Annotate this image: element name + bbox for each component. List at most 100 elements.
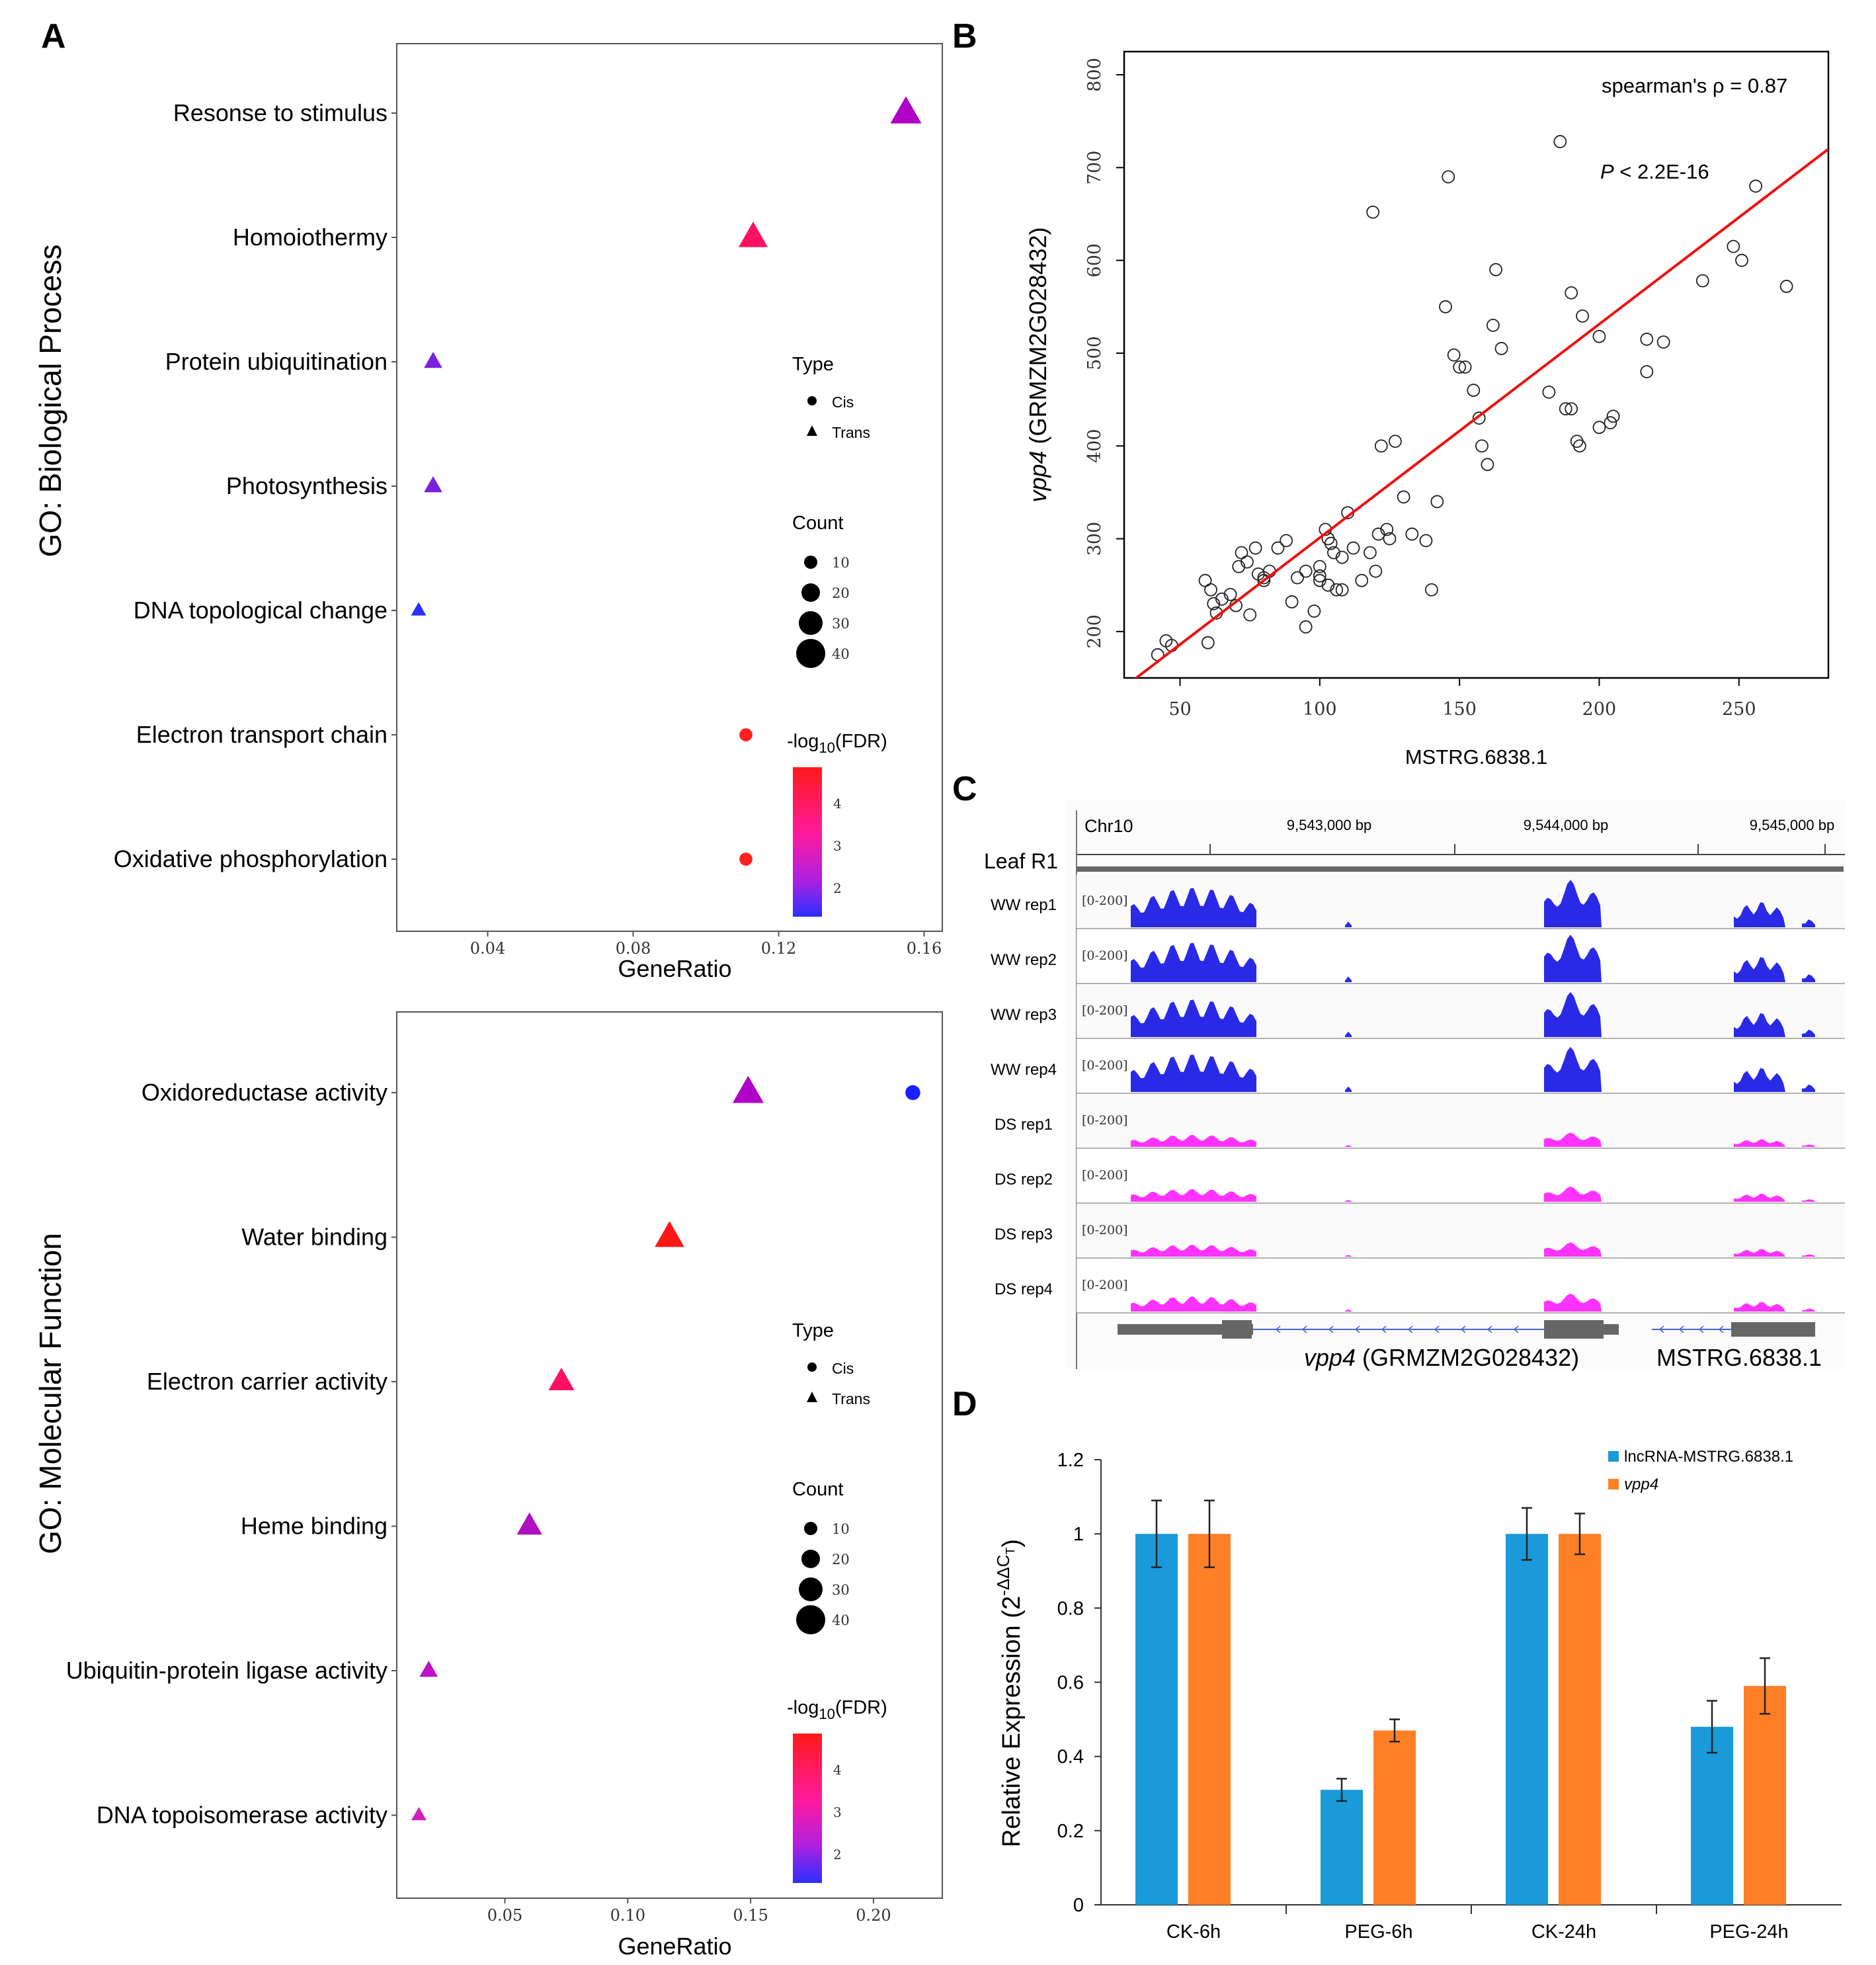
legend-fdr-tick: 4 <box>833 1762 842 1778</box>
strand-arrow <box>1460 1325 1466 1333</box>
track-name: WW rep2 <box>991 951 1057 969</box>
data-point-circle <box>739 728 753 741</box>
legend-count-label: 30 <box>832 1582 850 1598</box>
scatter-point <box>1458 360 1472 374</box>
data-point-circle <box>739 853 753 866</box>
fdr-title-sub: 10 <box>819 1706 835 1722</box>
legend-fdr-tick: 2 <box>833 880 842 896</box>
y-axis-label-close: ) <box>998 1539 1026 1548</box>
legend-fdr-title: -log10(FDR) <box>787 1697 887 1722</box>
x-tick-label: 50 <box>1168 699 1191 720</box>
coverage-signal <box>1127 1242 1815 1257</box>
legend-count-label: 20 <box>832 1552 850 1568</box>
scatter-point <box>1346 541 1360 555</box>
scatter-point <box>1486 318 1500 332</box>
legend-swatch <box>1608 1451 1619 1462</box>
x-tick-label: 0.20 <box>856 1906 891 1925</box>
scatter-point <box>1749 179 1763 193</box>
category-label: CK-6h <box>1166 1921 1221 1943</box>
coordinate-label: 9,543,000 bp <box>1287 817 1371 833</box>
scatter-point <box>1405 527 1419 541</box>
x-tick-label: 250 <box>1722 699 1756 720</box>
y-axis-label-id: (GRMZM2G028432) <box>1024 227 1051 450</box>
x-tick-label: 0.16 <box>907 939 942 958</box>
scatter-point <box>1232 560 1246 573</box>
scatter-point <box>1592 329 1606 343</box>
go-term-label: Heme binding <box>241 1513 387 1540</box>
panel-label-a: A <box>41 17 66 56</box>
data-point-triangle <box>655 1221 684 1247</box>
go-term-label: Homoiothermy <box>233 224 387 251</box>
x-tick-label: 0.10 <box>610 1906 645 1925</box>
scatter-point <box>1576 309 1589 323</box>
scatter-point <box>1640 333 1654 346</box>
scatter-point <box>1364 546 1377 560</box>
gene1-label-id: (GRMZM2G028432) <box>1356 1344 1579 1371</box>
strand-arrow <box>1354 1325 1360 1333</box>
scatter-point <box>1606 409 1620 423</box>
y-tick-label: 400 <box>1084 429 1105 463</box>
go-biological-process-chart: GO: Biological Process Resonse to stimulu… <box>33 43 943 982</box>
p-value-symbol: P <box>1600 160 1614 183</box>
legend-fdr-colorbar <box>793 1734 822 1883</box>
strand-arrow <box>1487 1325 1492 1333</box>
coverage-signal <box>1127 935 1815 982</box>
scatter-point <box>1656 335 1670 349</box>
scatter-point <box>1467 384 1481 397</box>
data-point-triangle <box>516 1512 542 1535</box>
scatter-point <box>1366 205 1380 219</box>
plot-frame <box>396 43 943 932</box>
track-range-label: [0-200] <box>1082 1223 1128 1237</box>
legend-count-marker <box>796 1605 825 1634</box>
strand-arrow <box>1718 1325 1724 1333</box>
scatter-point <box>1472 411 1486 425</box>
p-value-annotation: P < 2.2E-16 <box>1600 160 1709 183</box>
scatter-point <box>1223 587 1237 601</box>
legend-cis-marker <box>807 1362 817 1372</box>
scatter-point <box>1257 573 1271 587</box>
go-term-label: Water binding <box>241 1224 387 1251</box>
gene1-exon <box>1118 1324 1253 1335</box>
strand-arrow <box>1381 1325 1387 1333</box>
gene1-label-name: vpp4 <box>1304 1344 1356 1371</box>
data-point-triangle <box>424 476 442 493</box>
y-tick-label: 500 <box>1084 336 1105 370</box>
bar <box>1135 1534 1178 1905</box>
scatter-point <box>1430 495 1444 509</box>
coverage-signal <box>1127 1293 1815 1312</box>
regression-line <box>1134 147 1828 678</box>
x-tick-label: 0.08 <box>616 939 651 958</box>
chromosome-label: Chr10 <box>1084 816 1133 836</box>
y-tick-label: 1 <box>1073 1524 1084 1545</box>
scatter-point <box>1285 595 1299 608</box>
data-point-circle <box>905 1085 920 1101</box>
legend-count-label: 10 <box>832 1521 850 1537</box>
scatter-point <box>1355 573 1369 587</box>
legend-swatch <box>1608 1479 1619 1489</box>
data-point-triangle <box>419 1660 438 1677</box>
spearman-annotation: spearman's ρ = 0.87 <box>1602 74 1787 97</box>
track-range-label: [0-200] <box>1082 948 1128 963</box>
y-axis-label-exponent: -ΔΔC <box>993 1555 1013 1596</box>
y-tick-label: 800 <box>1084 58 1105 92</box>
category-label: PEG-24h <box>1709 1921 1788 1943</box>
legend-fdr-tick: 2 <box>833 1847 842 1862</box>
category-label: PEG-6h <box>1344 1921 1412 1943</box>
scatter-point <box>1481 458 1494 472</box>
scatter-point <box>1735 253 1748 267</box>
panel-label-d: D <box>952 1385 977 1423</box>
scatter-point <box>1439 300 1452 314</box>
legend-trans-label: Trans <box>832 424 870 441</box>
go-term-label: Photosynthesis <box>226 472 387 499</box>
scatter-point <box>1330 583 1344 597</box>
y-tick-label: 600 <box>1084 243 1105 278</box>
legend-count-title: Count <box>792 1479 843 1500</box>
scatter-point <box>1489 263 1502 276</box>
data-point-triangle <box>732 1075 764 1103</box>
scatter-point <box>1397 490 1410 504</box>
scatter-point <box>1327 546 1340 560</box>
track-range-label: [0-200] <box>1082 1058 1128 1073</box>
gene2-label: MSTRG.6838.1 <box>1656 1344 1822 1371</box>
scatter-point <box>1475 439 1489 453</box>
go-term-label: Resonse to stimulus <box>173 99 387 126</box>
